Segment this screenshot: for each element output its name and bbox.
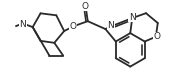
Text: O: O (153, 32, 160, 41)
Text: N: N (129, 13, 136, 22)
Text: N: N (108, 21, 114, 30)
Text: N: N (19, 20, 26, 29)
Text: O: O (81, 2, 88, 11)
Text: O: O (69, 22, 77, 31)
